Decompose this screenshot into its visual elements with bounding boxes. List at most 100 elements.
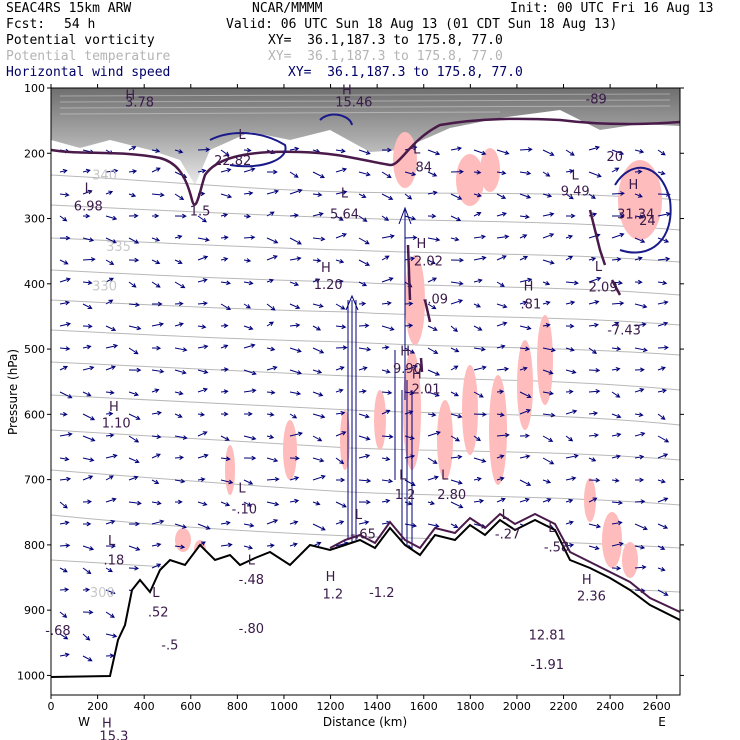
wind-vector	[450, 236, 460, 242]
wind-vector	[289, 188, 303, 195]
wind-vector	[519, 234, 528, 239]
wind-vector	[657, 453, 669, 459]
wind-vector	[128, 325, 142, 331]
wind-vector	[427, 171, 438, 177]
pv-label: -.48	[239, 573, 264, 588]
wind-vector	[657, 237, 670, 243]
wind-vector	[542, 300, 551, 306]
wind-vector	[473, 412, 487, 417]
left-end-label: W	[78, 715, 90, 729]
wind-vector	[381, 409, 391, 415]
wind-vector	[404, 364, 418, 371]
wind-vector	[588, 477, 601, 483]
wind-vector	[542, 233, 555, 239]
wind-vector	[450, 523, 459, 528]
wind-vector	[82, 475, 94, 481]
wind-vector	[450, 347, 460, 353]
wind-vector	[634, 347, 648, 353]
wind-vector	[266, 346, 276, 352]
wind-vector	[588, 367, 601, 373]
wind-vector	[289, 476, 300, 481]
strat-streaks	[59, 93, 671, 115]
wind-vector	[381, 255, 390, 261]
wind-vector	[289, 146, 300, 152]
wind-vector	[289, 431, 303, 437]
wind-vector	[634, 477, 645, 483]
wind-vector	[151, 192, 165, 198]
pv-label: L	[548, 521, 556, 536]
wind-vector	[105, 390, 115, 395]
wind-vector	[634, 367, 645, 373]
wind-vector	[266, 519, 279, 525]
wind-vector	[312, 347, 325, 354]
wind-vector	[174, 213, 187, 219]
wind-vector	[220, 168, 232, 173]
wind-vector	[243, 258, 252, 263]
pv-label: H	[417, 237, 427, 252]
wind-vector	[312, 192, 323, 197]
field-wind-name: Horizontal wind speed	[6, 65, 171, 80]
pv-label: L	[572, 168, 580, 183]
pv-label: -.09	[423, 292, 448, 307]
wind-vector	[220, 411, 229, 417]
pv-label: H	[629, 178, 639, 193]
wind-vector	[381, 325, 395, 331]
wind-vector	[565, 234, 574, 240]
wind-vector	[611, 366, 621, 372]
wind-vector	[289, 237, 302, 245]
wind-vector	[565, 323, 575, 329]
wind-vector	[427, 237, 441, 242]
wind-vector	[565, 435, 574, 442]
wind-vector	[634, 544, 646, 550]
wind-vector	[450, 193, 463, 200]
wind-vector	[312, 236, 326, 242]
wind-vector	[381, 345, 390, 350]
y-tick-label: 200	[24, 147, 45, 160]
pv-label: L	[595, 260, 603, 275]
wind-vector	[450, 257, 464, 263]
pv-label: H	[125, 89, 135, 104]
wind-vector	[289, 347, 302, 353]
wind-vector	[427, 391, 440, 397]
wind-vector	[59, 346, 71, 351]
wind-vector	[542, 281, 551, 286]
wind-vector	[519, 300, 528, 306]
wind-vector	[496, 193, 507, 199]
wind-vector	[565, 453, 579, 459]
y-tick-label: 500	[24, 343, 45, 356]
wind-vector	[542, 259, 555, 265]
wind-vector	[174, 301, 184, 307]
wind-vector	[105, 519, 116, 525]
x-tick-label: 1800	[456, 700, 484, 713]
wind-vector	[496, 389, 505, 395]
field-pv-name: Potential vorticity	[6, 33, 155, 48]
wind-vector	[381, 171, 392, 178]
wind-vector	[243, 545, 254, 550]
wind-vector	[197, 255, 209, 261]
wind-vector	[657, 170, 666, 176]
wind-vector	[105, 633, 118, 638]
wind-vector	[657, 413, 666, 420]
wind-vector	[611, 413, 622, 419]
wind-vector	[151, 519, 165, 525]
y-tick-label: 700	[24, 474, 45, 487]
wind-vector	[82, 303, 93, 310]
wind-vector	[335, 148, 346, 154]
wind-vector	[611, 322, 620, 327]
wind-vector	[289, 322, 301, 328]
wind-vector	[450, 454, 463, 460]
wind-vector	[59, 501, 68, 509]
wind-vector	[496, 476, 505, 482]
wind-vector	[358, 237, 370, 245]
wind-vector	[59, 567, 68, 573]
wind-vector	[266, 189, 280, 195]
wind-vector	[266, 390, 276, 395]
wind-vector	[519, 366, 528, 372]
x-tick-label: 200	[87, 700, 108, 713]
pv-label: -89	[586, 93, 607, 108]
wind-vector	[105, 433, 115, 438]
wind-vector	[59, 520, 70, 526]
wind-vector	[358, 215, 368, 222]
pv-label: 1.10	[102, 416, 131, 431]
